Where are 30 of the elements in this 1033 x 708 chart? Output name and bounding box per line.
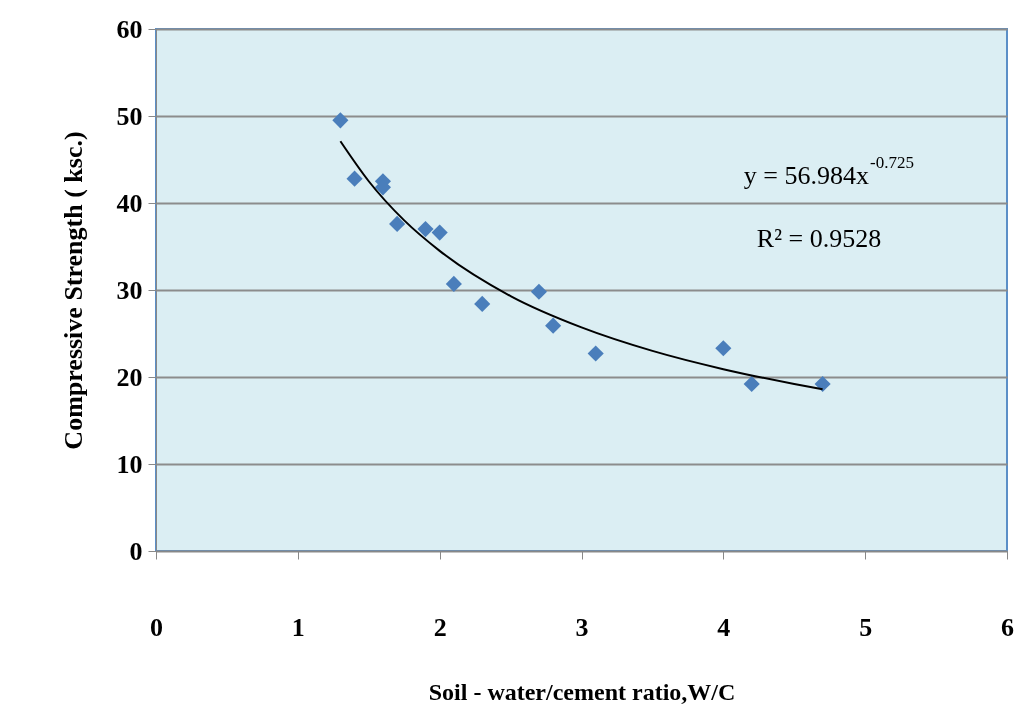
y-tick-label: 10 bbox=[116, 449, 143, 479]
point bbox=[814, 375, 831, 393]
y-tick-label: 60 bbox=[116, 14, 143, 44]
x-tick-label: 4 bbox=[717, 612, 731, 642]
point bbox=[530, 283, 548, 300]
point bbox=[743, 375, 760, 393]
point bbox=[389, 215, 406, 232]
point bbox=[474, 295, 491, 312]
point bbox=[346, 170, 363, 187]
point bbox=[545, 317, 562, 334]
y-tick-label: 20 bbox=[116, 362, 143, 392]
annotation: R² = 0.9528 bbox=[756, 224, 882, 253]
point bbox=[445, 275, 462, 292]
y-tick-label: 30 bbox=[116, 275, 143, 305]
x-tick-label: 6 bbox=[1001, 612, 1014, 642]
y-tick-label: 0 bbox=[129, 536, 143, 566]
x-tick-label: 1 bbox=[291, 612, 305, 642]
point bbox=[417, 221, 434, 238]
point bbox=[431, 224, 448, 241]
x-tick-label: 0 bbox=[150, 612, 163, 642]
y-tick-label: 40 bbox=[116, 188, 143, 218]
y-tick-label: 50 bbox=[116, 101, 143, 131]
x-tick-label: 2 bbox=[433, 612, 447, 642]
x-axis-title: Soil - water/cement ratio,W/C bbox=[428, 678, 736, 705]
y-axis-title: Compressive Strength ( ksc.) bbox=[58, 131, 88, 450]
x-tick-label: 3 bbox=[575, 612, 589, 642]
point bbox=[715, 340, 732, 357]
x-tick-label: 5 bbox=[859, 612, 873, 642]
point bbox=[332, 112, 349, 129]
point bbox=[587, 345, 604, 362]
